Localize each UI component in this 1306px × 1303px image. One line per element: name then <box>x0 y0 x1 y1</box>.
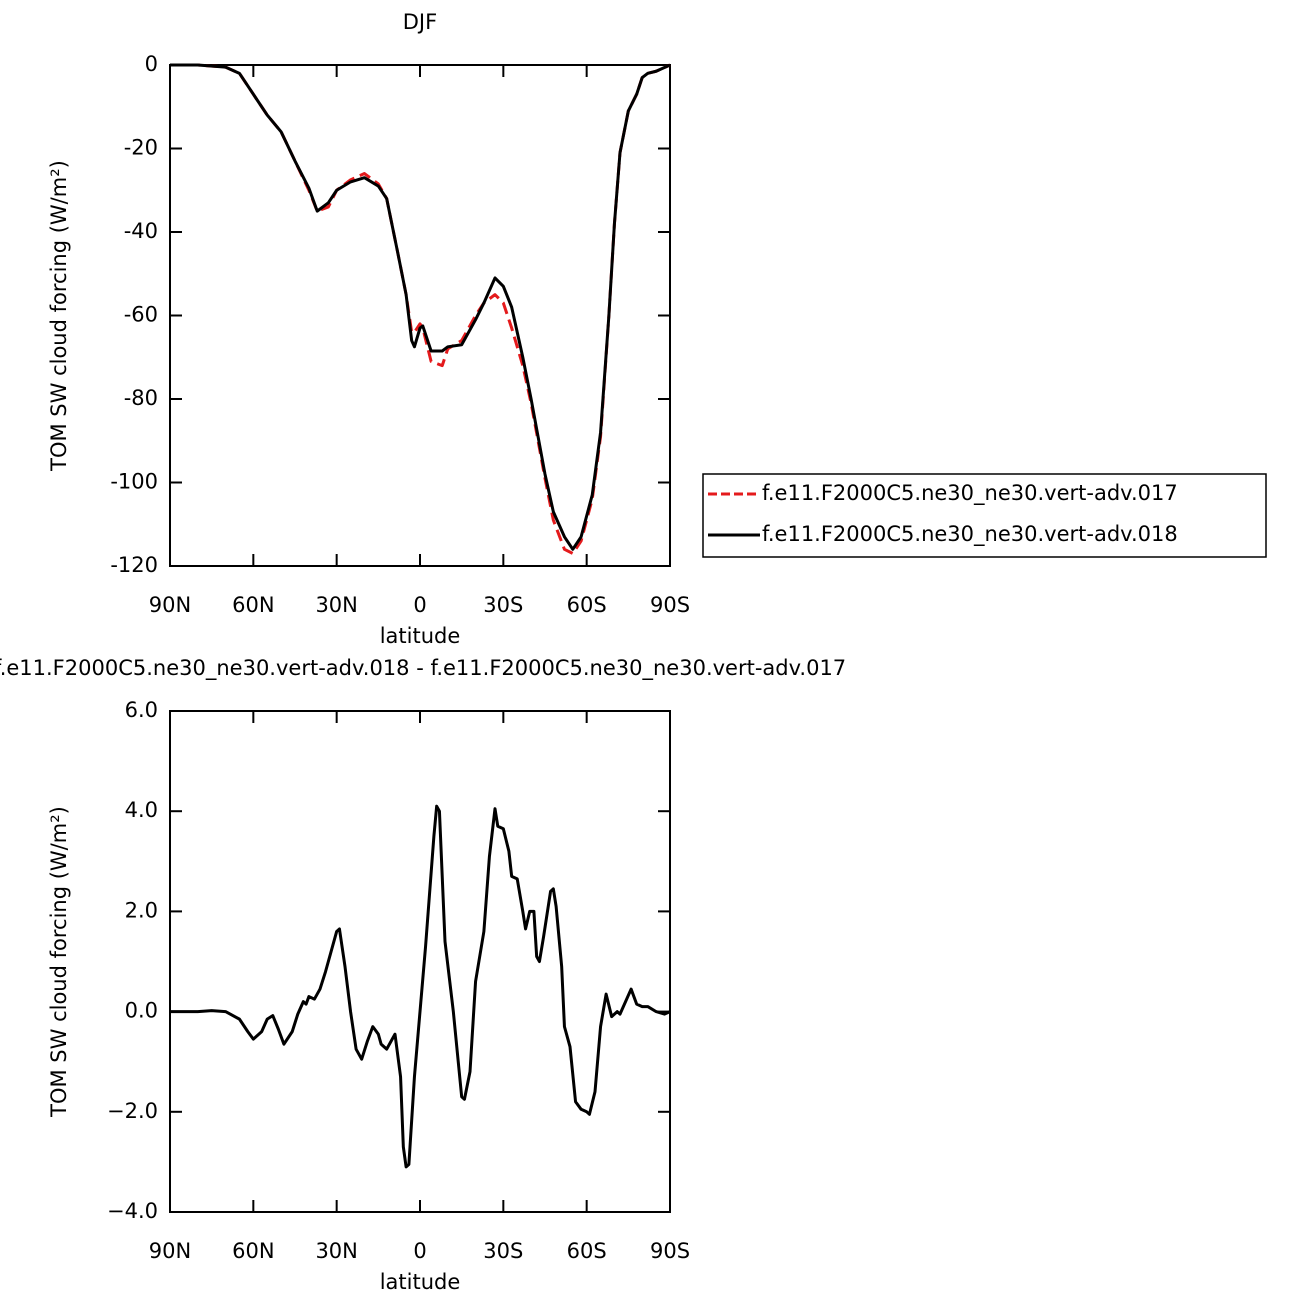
plot-frame <box>169 64 671 567</box>
y-tick-label: -60 <box>124 303 158 327</box>
y-tick-label: 0 <box>145 52 158 76</box>
x-tick-label: 30N <box>315 1239 357 1263</box>
y-axis-label: TOM SW cloud forcing (W/m²) <box>47 160 71 472</box>
x-axis-label: latitude <box>380 624 461 648</box>
y-tick-label: −2.0 <box>107 1099 158 1123</box>
y-tick-label: 0.0 <box>125 999 158 1023</box>
legend-box <box>702 473 1267 558</box>
x-tick-label: 30S <box>483 1239 523 1263</box>
y-axis-label: TOM SW cloud forcing (W/m²) <box>47 806 71 1118</box>
chart-title: DJF <box>403 10 437 34</box>
x-tick-label: 90N <box>149 1239 191 1263</box>
series-line <box>170 804 671 1169</box>
y-tick-label: -100 <box>110 470 158 494</box>
series-line <box>170 63 671 551</box>
x-tick-label: 60S <box>567 593 607 617</box>
x-tick-label: 30N <box>315 593 357 617</box>
x-tick-label: 60N <box>232 593 274 617</box>
legend-label: f.e11.F2000C5.ne30_ne30.vert-adv.018 <box>762 522 1178 547</box>
legend-label: f.e11.F2000C5.ne30_ne30.vert-adv.017 <box>762 481 1178 506</box>
y-tick-label: -40 <box>124 219 158 243</box>
x-tick-label: 0 <box>413 593 426 617</box>
x-axis-label: latitude <box>380 1270 461 1294</box>
x-tick-label: 90S <box>650 593 690 617</box>
x-tick-label: 30S <box>483 593 523 617</box>
x-tick-label: 0 <box>413 1239 426 1263</box>
y-tick-label: -120 <box>110 553 158 577</box>
x-tick-label: 90S <box>650 1239 690 1263</box>
y-tick-label: 2.0 <box>125 898 158 922</box>
x-tick-label: 90N <box>149 593 191 617</box>
y-tick-label: -80 <box>124 386 158 410</box>
y-tick-label: −4.0 <box>107 1199 158 1223</box>
x-tick-label: 60S <box>567 1239 607 1263</box>
plot-frame <box>169 710 671 1213</box>
y-tick-label: 6.0 <box>125 698 158 722</box>
chart-title: f.e11.F2000C5.ne30_ne30.vert-adv.018 - f… <box>0 656 846 681</box>
x-tick-label: 60N <box>232 1239 274 1263</box>
y-tick-label: 4.0 <box>125 798 158 822</box>
y-tick-label: -20 <box>124 136 158 160</box>
